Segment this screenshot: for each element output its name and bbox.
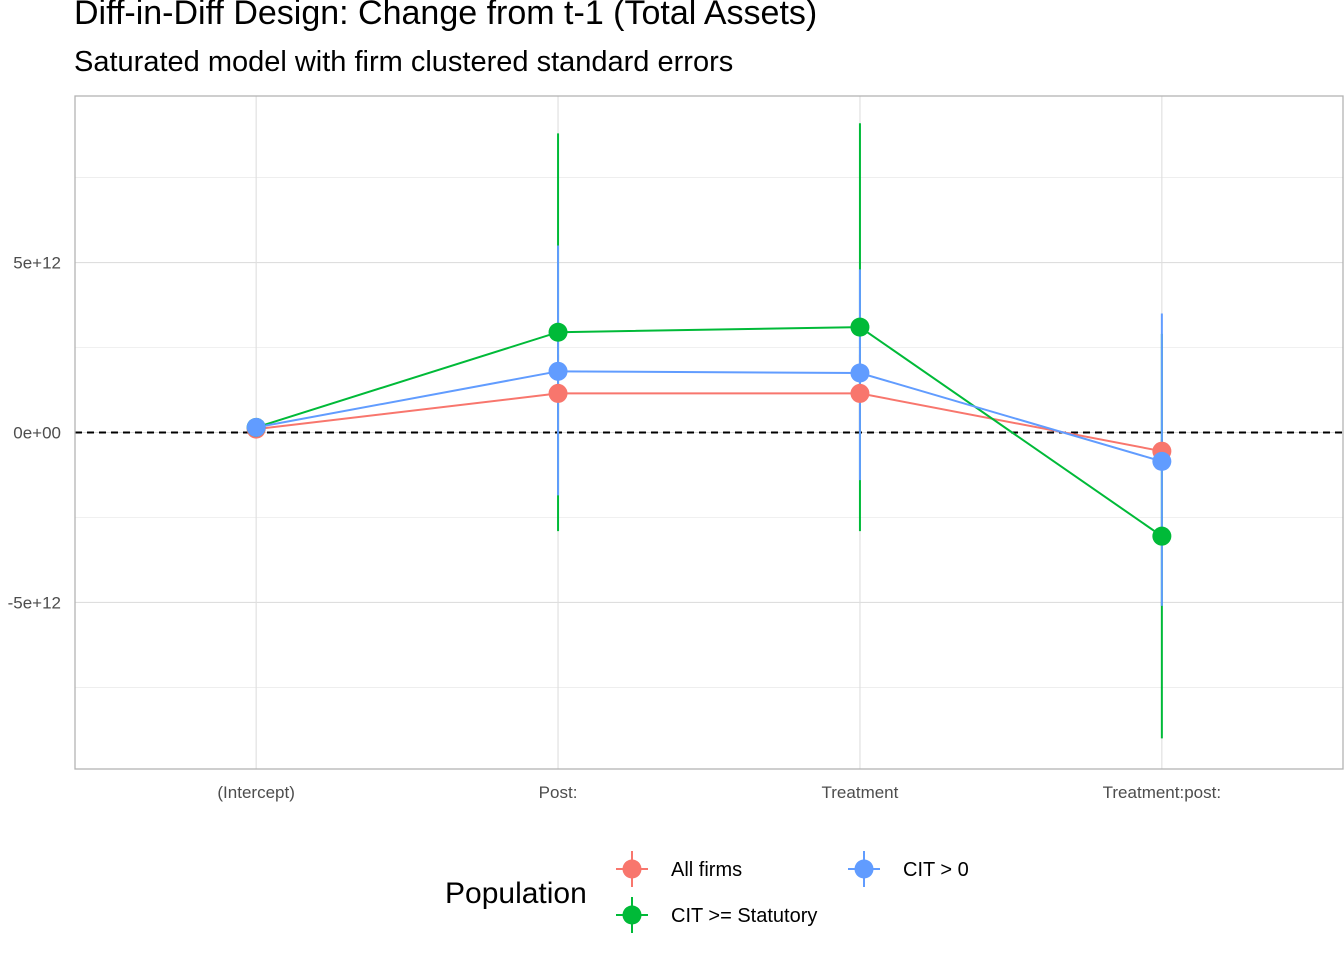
data-point	[246, 417, 266, 437]
data-point	[850, 317, 870, 337]
data-point	[850, 363, 870, 383]
x-tick-label: Treatment:post:	[1103, 783, 1221, 802]
data-point	[850, 383, 870, 403]
legend-item: All firms	[616, 851, 742, 887]
series-line	[255, 326, 1163, 537]
chart-subtitle: Saturated model with firm clustered stan…	[74, 46, 734, 78]
legend-label: All firms	[671, 859, 742, 881]
legend: Population All firms CIT > 0 CIT >= Statuto…	[445, 851, 969, 933]
legend-label: CIT > 0	[903, 859, 969, 881]
data-point	[548, 361, 568, 381]
legend-key-point	[622, 859, 642, 879]
x-tick-label: Post:	[539, 783, 578, 802]
y-tick-label: -5e+12	[8, 593, 61, 612]
x-tick-label: Treatment	[822, 783, 899, 802]
legend-key-point	[854, 859, 874, 879]
error-bar-layer	[255, 123, 1163, 739]
grid-layer	[75, 96, 1343, 769]
legend-key-point	[622, 905, 642, 925]
data-point	[548, 383, 568, 403]
data-point	[548, 322, 568, 342]
chart-title: Diff-in-Diff Design: Change from t-1 (To…	[74, 0, 818, 32]
legend-item: CIT >= Statutory	[616, 897, 817, 933]
y-tick-label: 0e+00	[13, 424, 61, 443]
x-tick-label: (Intercept)	[217, 783, 294, 802]
series-line	[256, 392, 1163, 453]
data-point	[1152, 526, 1172, 546]
axis-label-layer: -5e+12 0e+00 5e+12 (Intercept) Post: Treatmen…	[8, 254, 1221, 802]
series-line-layer	[255, 326, 1163, 537]
legend-label: CIT >= Statutory	[671, 905, 817, 927]
panel-border	[74, 95, 1344, 770]
y-tick-label: 5e+12	[13, 254, 61, 273]
legend-item: CIT > 0	[848, 851, 969, 887]
series-line	[255, 370, 1163, 463]
data-point	[1152, 451, 1172, 471]
legend-title: Population	[445, 877, 587, 910]
point-layer	[246, 317, 1172, 546]
